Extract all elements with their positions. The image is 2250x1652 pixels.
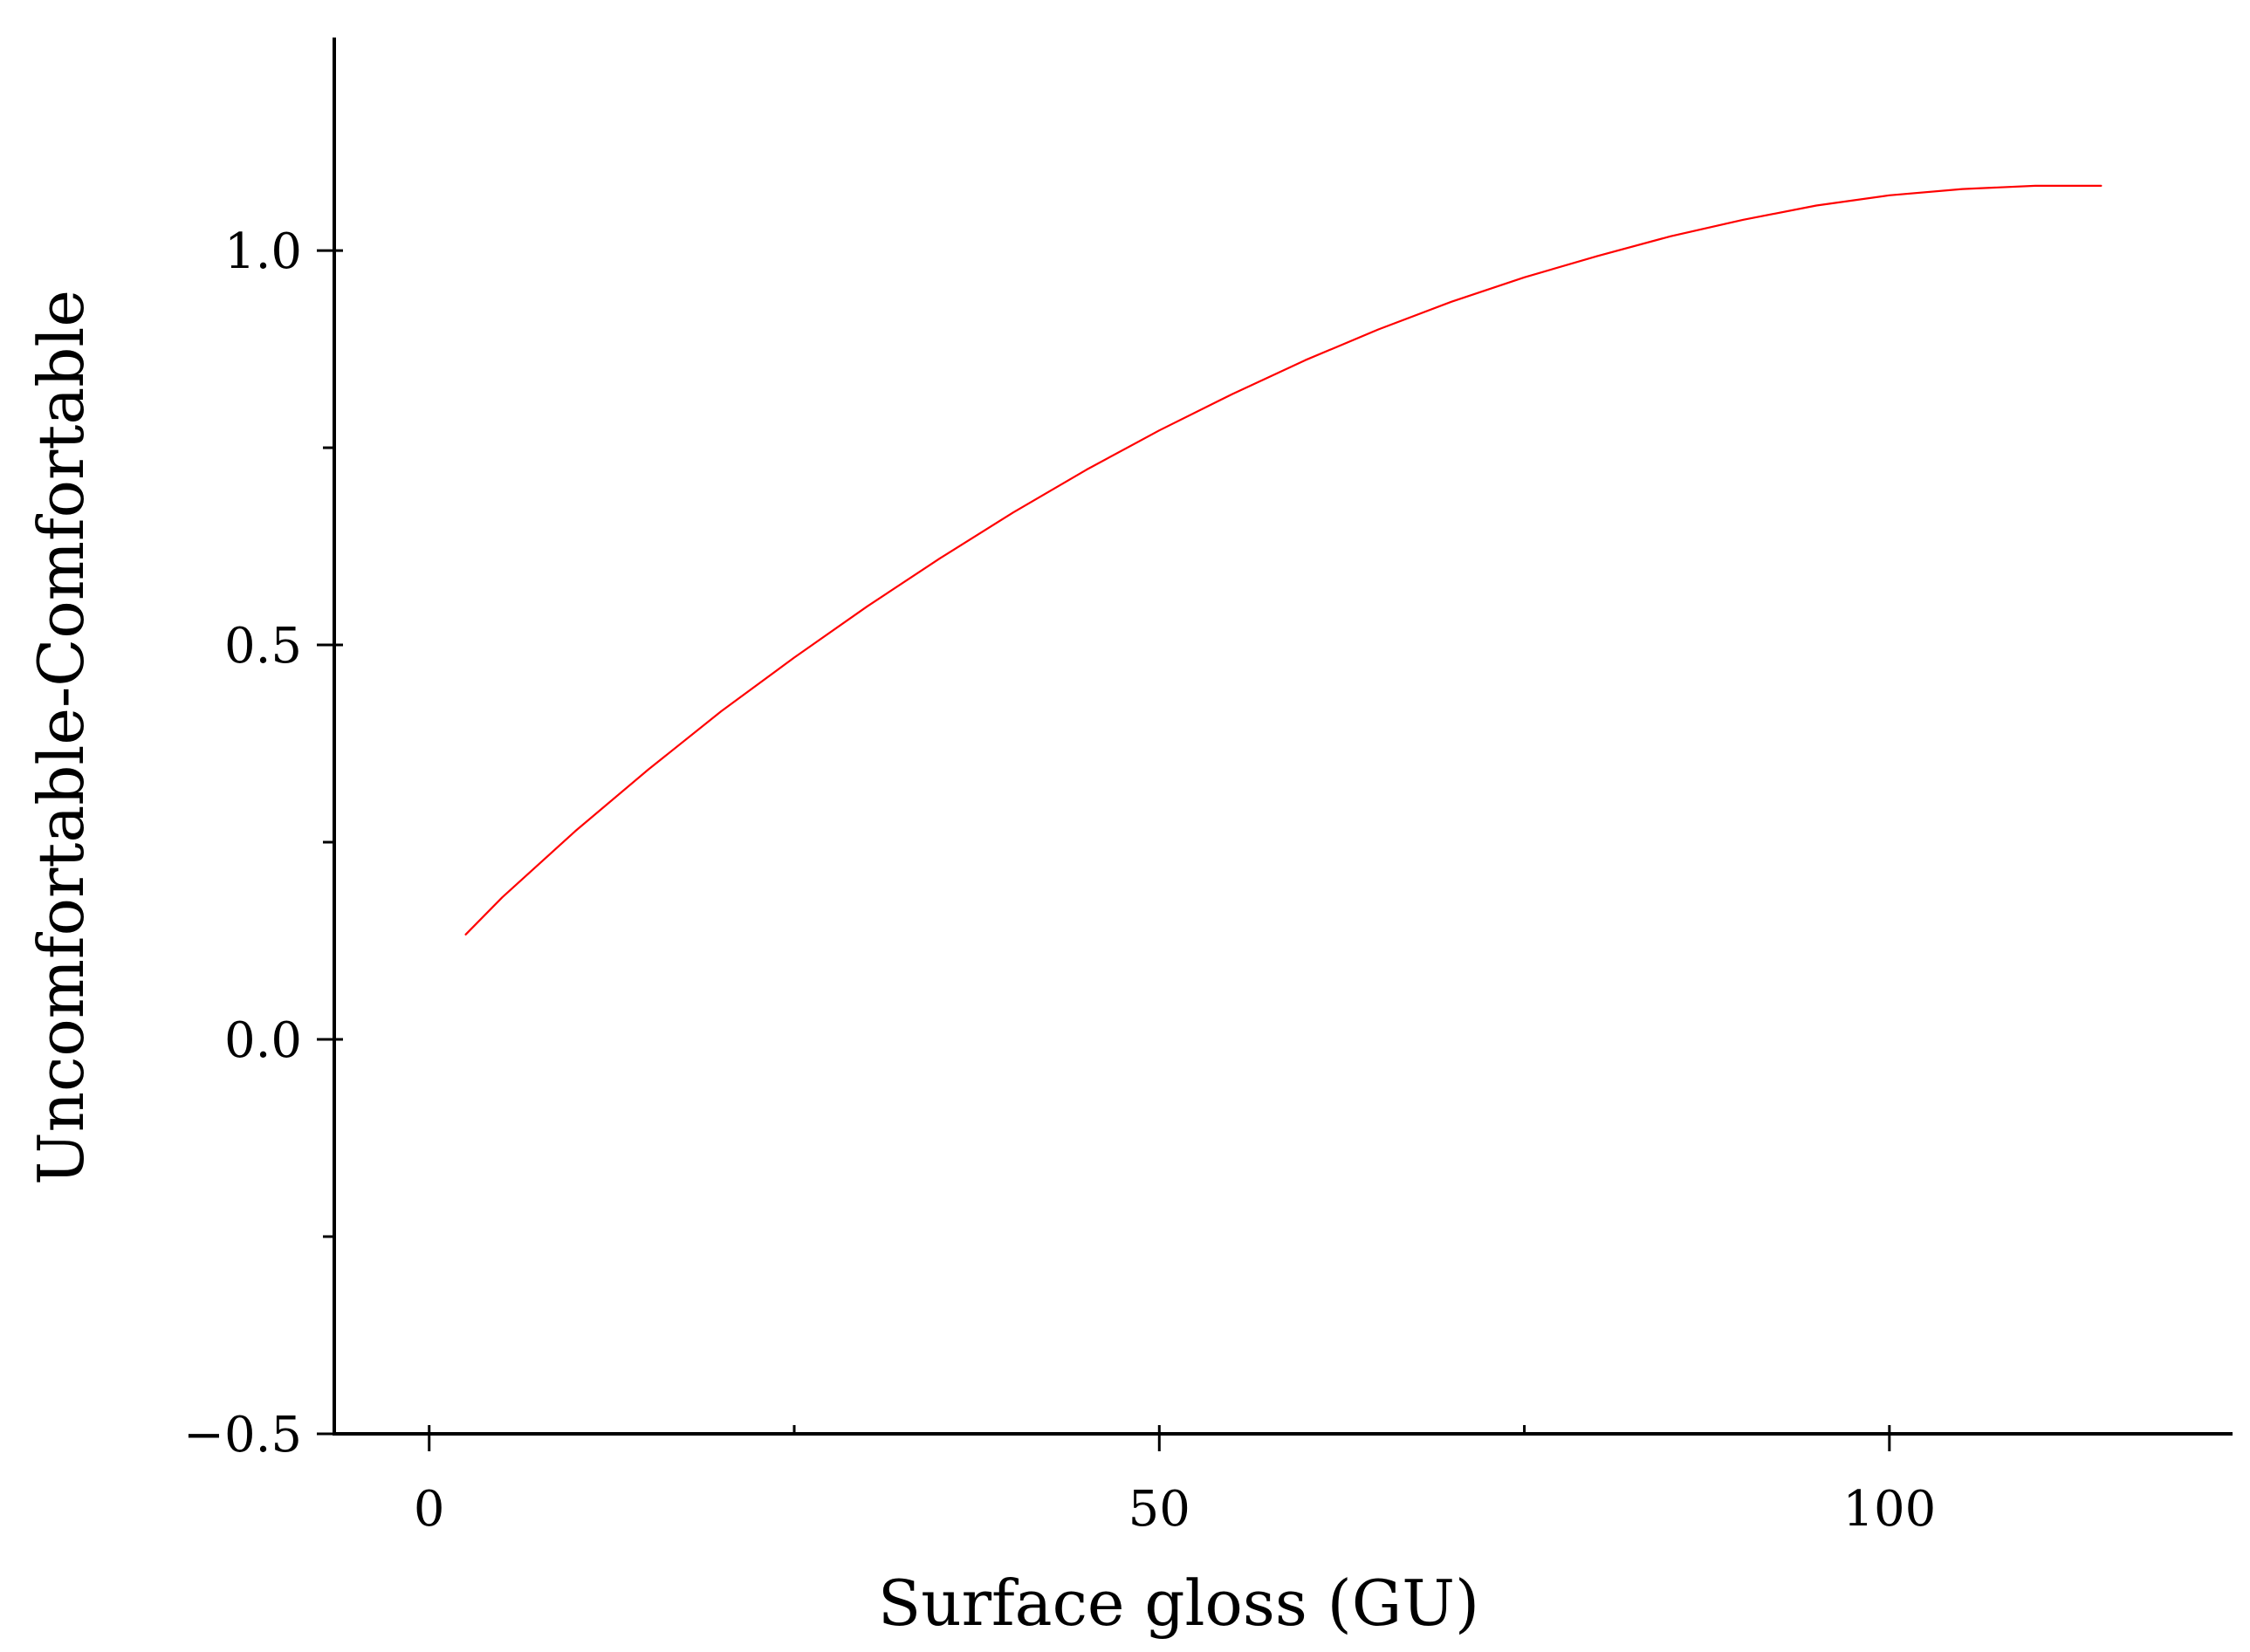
x-tick-label: 100 — [1842, 1481, 1936, 1538]
x-axis-title: Surface gloss (GU) — [878, 1566, 1479, 1640]
y-axis-title: Uncomfortable-Comfortable — [24, 290, 98, 1185]
x-tick-label: 0 — [414, 1481, 445, 1538]
plot-series — [464, 184, 2103, 936]
y-ticks: −0.5 0.0 0.5 1.0 — [183, 223, 343, 1463]
axes — [333, 38, 2233, 1436]
y-tick-label: 1.0 — [224, 223, 302, 280]
x-ticks: 0 50 100 — [414, 1425, 1936, 1538]
x-tick-label: 50 — [1128, 1481, 1190, 1538]
series-line-0 — [464, 184, 2103, 936]
y-tick-label: 0.0 — [224, 1012, 302, 1069]
y-tick-label: −0.5 — [183, 1407, 302, 1463]
y-tick-label: 0.5 — [224, 618, 302, 675]
